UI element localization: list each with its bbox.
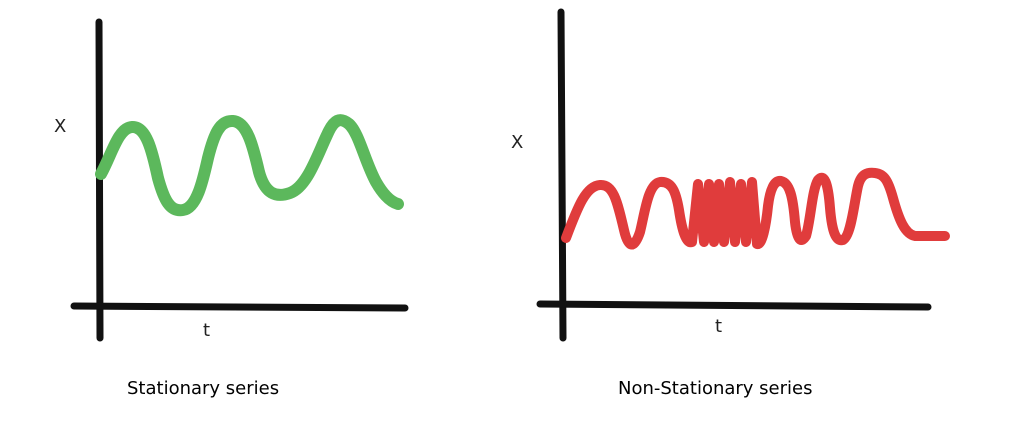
stationary-series-caption: Stationary series	[127, 378, 280, 399]
non-stationary-y-axis	[557, 8, 567, 342]
stationary-wave-curve	[95, 114, 404, 217]
non-stationary-x-axis-label: t	[715, 316, 723, 337]
non-stationary-y-axis-label: X	[511, 132, 524, 153]
stationary-x-axis	[70, 302, 409, 312]
stationary-panel	[70, 18, 409, 342]
non-stationary-x-axis	[536, 300, 932, 311]
non-stationary-series-caption: Non-Stationary series	[618, 378, 813, 399]
stationary-y-axis	[95, 18, 104, 342]
stationary-y-axis-label: X	[54, 116, 67, 137]
non-stationary-wave-curve	[561, 167, 950, 250]
non-stationary-panel	[536, 8, 950, 342]
stationary-x-axis-label: t	[203, 320, 211, 341]
